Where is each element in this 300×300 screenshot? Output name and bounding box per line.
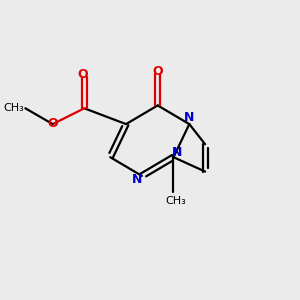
Text: N: N bbox=[172, 146, 182, 158]
Text: N: N bbox=[184, 111, 194, 124]
Text: N: N bbox=[131, 173, 142, 186]
Text: CH₃: CH₃ bbox=[3, 103, 24, 113]
Text: O: O bbox=[47, 117, 58, 130]
Text: O: O bbox=[152, 65, 163, 78]
Text: O: O bbox=[78, 68, 88, 81]
Text: CH₃: CH₃ bbox=[165, 196, 186, 206]
